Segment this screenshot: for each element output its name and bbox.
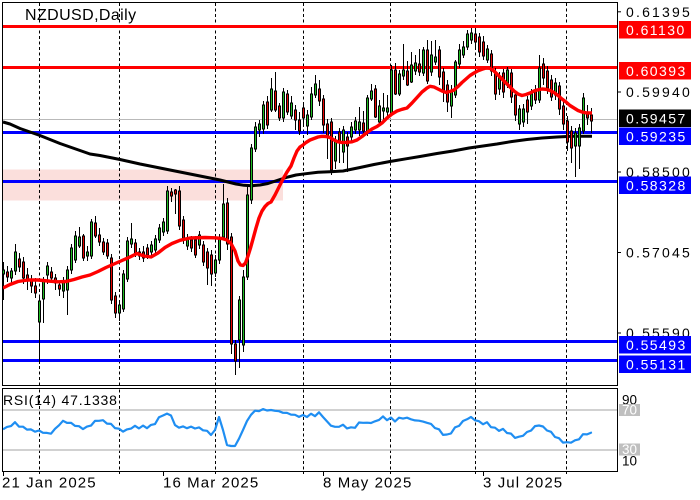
svg-text:10: 10 [622, 454, 637, 469]
svg-text:30: 30 [622, 442, 637, 457]
svg-text:0.55131: 0.55131 [626, 356, 687, 372]
svg-text:0.59940: 0.59940 [626, 84, 692, 100]
svg-text:0.61395: 0.61395 [626, 4, 692, 20]
svg-text:0.58328: 0.58328 [626, 177, 687, 193]
svg-text:0.60393: 0.60393 [626, 63, 687, 79]
svg-text:0.61130: 0.61130 [626, 22, 686, 38]
svg-text:0.58500: 0.58500 [626, 164, 692, 180]
svg-text:0.57045: 0.57045 [626, 245, 692, 261]
svg-text:16 Mar 2025: 16 Mar 2025 [163, 475, 259, 492]
svg-text:NZDUSD,Daily: NZDUSD,Daily [25, 7, 136, 24]
svg-text:0.55493: 0.55493 [626, 337, 687, 353]
svg-text:8 May 2025: 8 May 2025 [323, 475, 412, 492]
svg-text:3 Jul 2025: 3 Jul 2025 [483, 475, 563, 492]
svg-text:21 Jan 2025: 21 Jan 2025 [2, 475, 97, 492]
svg-text:RSI(14) 47.1338: RSI(14) 47.1338 [3, 392, 118, 408]
svg-text:0.59235: 0.59235 [626, 128, 687, 144]
svg-text:70: 70 [622, 403, 637, 418]
svg-text:0.59457: 0.59457 [626, 110, 687, 126]
svg-text:90: 90 [622, 393, 637, 408]
